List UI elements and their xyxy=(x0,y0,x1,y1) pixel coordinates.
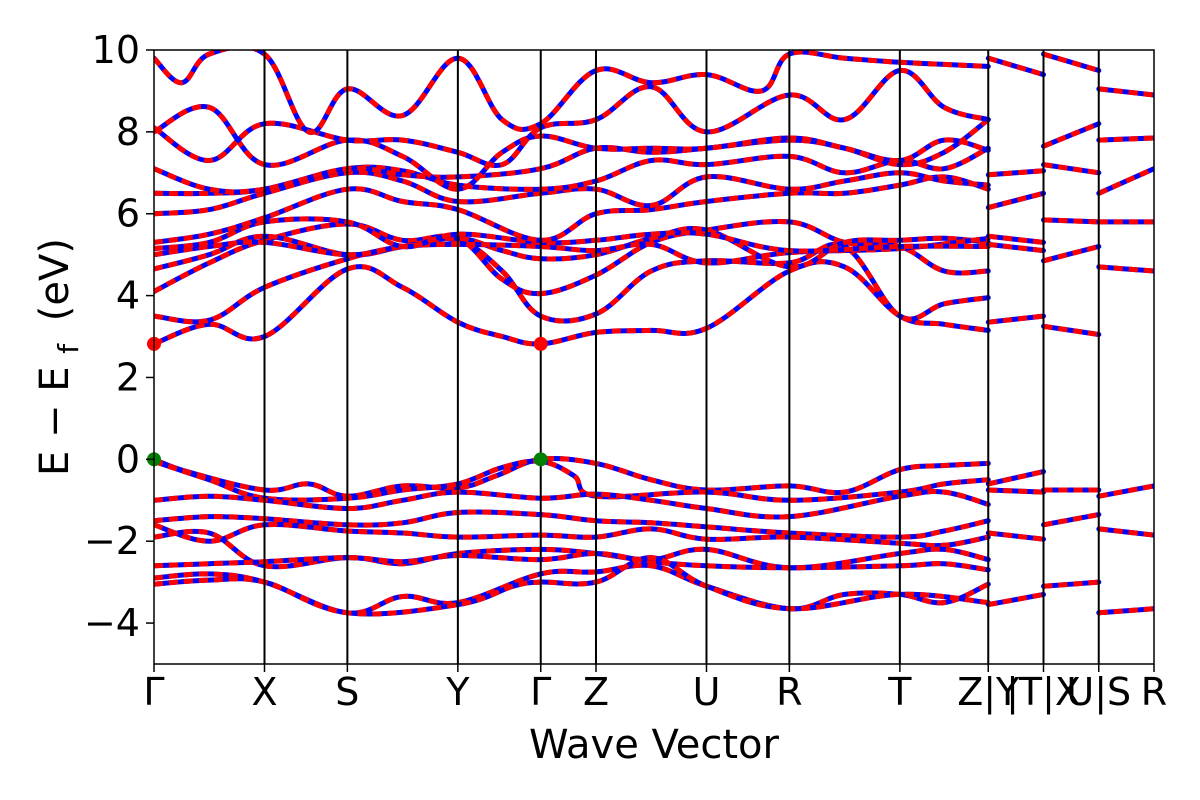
x-tick-label-0: Γ xyxy=(143,670,164,714)
x-axis-title: Wave Vector xyxy=(529,722,780,768)
band-6-red-dashed xyxy=(154,550,989,573)
band-28-red-dashed xyxy=(987,233,1044,245)
band-12-red-dashed xyxy=(154,226,989,272)
x-tick-label-1: X xyxy=(251,670,277,714)
y-axis-title-unit: (eV) xyxy=(32,238,78,321)
y-tick-label-2: 0 xyxy=(116,437,140,481)
band-39-red-dashed xyxy=(1042,121,1100,149)
band-42-red-dashed xyxy=(1098,526,1154,538)
y-tick-label-5: 6 xyxy=(116,192,140,236)
y-tick-label-1: −2 xyxy=(84,519,140,563)
band-8-red-dashed xyxy=(154,555,989,617)
cbm-marker-3 xyxy=(533,336,548,351)
band-44-red-dashed xyxy=(1098,264,1154,274)
band-29-red-dashed xyxy=(987,190,1045,211)
band-27-red-dashed xyxy=(988,241,1044,254)
band-31-red-dashed xyxy=(987,55,1045,77)
band-0-red-dashed xyxy=(154,455,989,499)
x-tick-label-6: U xyxy=(693,670,721,714)
band-34-red-dashed xyxy=(1043,579,1099,589)
band-36-red-dashed xyxy=(1042,244,1100,264)
band-46-red-dashed xyxy=(1097,166,1154,196)
band-41-red-dashed xyxy=(1098,483,1154,499)
band-3-red-dashed xyxy=(154,509,989,540)
x-tick-label-9: Z|Y xyxy=(957,670,1020,715)
y-axis-title: E − E f (eV) xyxy=(32,238,88,476)
vbm-marker-1 xyxy=(533,452,548,467)
y-axis-title-subscript: f xyxy=(52,343,85,354)
plot-frame xyxy=(153,49,1155,665)
y-tick-label-6: 8 xyxy=(116,110,140,154)
y-axis-title-main: E − E xyxy=(32,366,78,476)
band-15-blue xyxy=(154,174,991,245)
band-2-red-dashed xyxy=(154,488,990,520)
band-35-red-dashed xyxy=(1043,323,1100,337)
band-1-red-dashed xyxy=(154,458,989,503)
x-tick-label-2: S xyxy=(335,670,359,714)
band-26-red-dashed xyxy=(988,313,1044,325)
x-tick-label-5: Z xyxy=(583,670,609,714)
band-20-red-dashed xyxy=(154,67,989,169)
band-22-red-dashed xyxy=(987,469,1045,487)
x-tick-label-10: |T|X xyxy=(1006,670,1081,715)
y-tick-label-0: −4 xyxy=(84,601,140,645)
band-11-red-dashed xyxy=(154,218,989,297)
band-37-red-dashed xyxy=(1043,217,1099,225)
x-tick-label-3: Y xyxy=(445,670,470,714)
band-19-red-dashed xyxy=(154,103,989,192)
band-30-red-dashed xyxy=(988,168,1044,178)
x-tick-label-7: R xyxy=(776,670,802,714)
band-47-red-dashed xyxy=(1098,135,1154,143)
kpoint-divider-lines xyxy=(263,50,1100,664)
band-40-red-dashed xyxy=(1042,51,1100,73)
x-tick-label-4: Γ xyxy=(530,670,551,714)
band-10-red-dashed xyxy=(154,236,989,325)
x-tick-label-12: R xyxy=(1141,670,1167,714)
y-tick-label-7: 10 xyxy=(92,28,140,72)
band-9-red-dashed xyxy=(154,259,989,347)
x-tick-label-11: U|S xyxy=(1066,670,1131,715)
band-43-red-dashed xyxy=(1098,606,1154,616)
band-5-red-dashed xyxy=(154,528,989,571)
band-33-red-dashed xyxy=(1043,512,1100,528)
band-24-red-dashed xyxy=(988,530,1044,542)
y-tick-label-4: 4 xyxy=(116,274,140,318)
band-23-red-dashed xyxy=(988,487,1044,495)
band-48-red-dashed xyxy=(1098,86,1154,98)
x-tick-label-8: T xyxy=(887,670,912,714)
band-25-red-dashed xyxy=(987,591,1044,608)
band-14-red-dashed xyxy=(154,216,989,254)
x-axis-ticks: Γ X S Y Γ Z U R T Z|Y|T|XU|S R xyxy=(143,664,1167,715)
band-38-red-dashed xyxy=(1043,162,1100,176)
band-4-red-dashed xyxy=(154,521,989,549)
y-tick-label-3: 2 xyxy=(116,355,140,399)
y-axis-ticks: −4 −2 0 2 4 6 8 10 xyxy=(84,28,154,645)
